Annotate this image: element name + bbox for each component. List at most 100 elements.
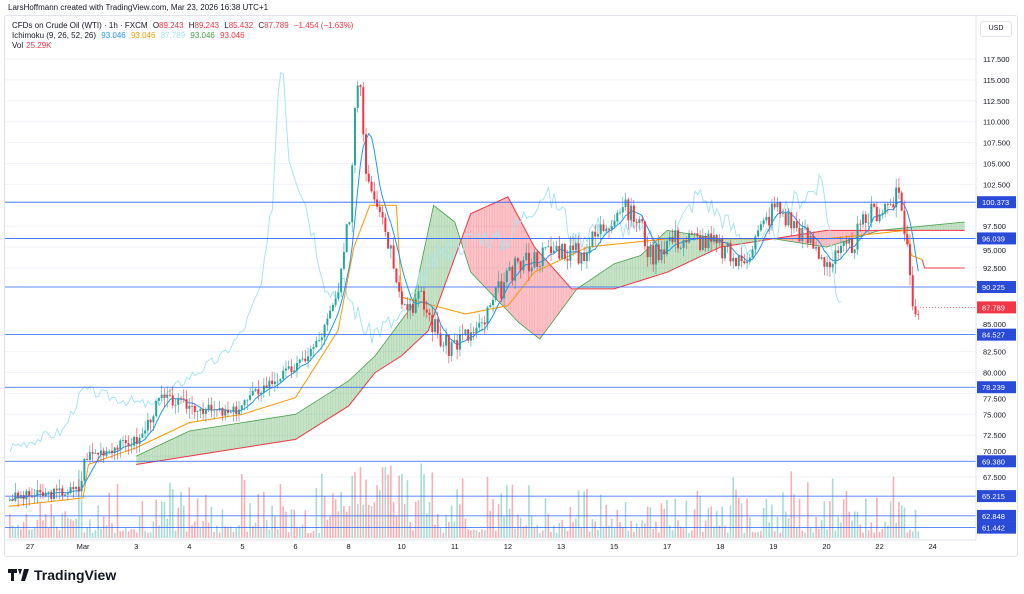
candle-body [213, 409, 216, 411]
candle [351, 162, 354, 233]
candle [387, 231, 390, 249]
candle-body [696, 233, 699, 236]
volume-bar [530, 515, 533, 538]
candle-body [828, 262, 831, 268]
candle [342, 242, 345, 271]
candle [157, 397, 160, 406]
volume-bar [820, 520, 823, 538]
candle [500, 273, 503, 303]
candle-body [619, 212, 622, 214]
candle-body [605, 228, 608, 231]
volume-bar [528, 485, 530, 538]
candle-body [583, 252, 586, 261]
candle-body [199, 409, 202, 412]
currency-button[interactable]: USD [980, 21, 1012, 37]
candle-body [480, 322, 483, 324]
price-level-label[interactable]: 69.380 [977, 455, 1016, 468]
candle-body [895, 187, 898, 208]
tradingview-logo[interactable]: TradingView [8, 567, 116, 583]
volume-bar [456, 489, 458, 538]
candle [384, 213, 387, 237]
candle-body [472, 332, 475, 334]
volume-bar [442, 532, 445, 538]
volume-label[interactable]: Vol [12, 41, 24, 50]
candle-body [610, 226, 613, 230]
candle [608, 227, 611, 239]
ichimoku-cloud-segment [481, 207, 485, 287]
candle [411, 299, 414, 316]
symbol-name[interactable]: CFDs on Crude Oil (WTI) · 1h · FXCM [12, 21, 148, 30]
ichimoku-cloud-segment [744, 238, 748, 244]
volume-bar [111, 523, 113, 538]
price-level-label[interactable]: 61.442 [977, 521, 1016, 534]
volume-bar [133, 529, 135, 538]
volume-bar [464, 518, 467, 538]
time-tick-label: 19 [769, 542, 777, 551]
price-level-label[interactable]: 90.225 [977, 281, 1016, 294]
ichimoku-cloud-segment [351, 375, 355, 403]
volume-bar [177, 507, 180, 538]
candle-body [202, 409, 205, 414]
ichimoku-cloud-segment [213, 426, 217, 453]
candle [202, 402, 205, 421]
volume-bar [395, 515, 398, 538]
ichimoku-cloud-segment [537, 250, 541, 340]
ichimoku-cloud-segment [173, 437, 177, 459]
future-span-line [921, 259, 965, 269]
ichimoku-cloud-segment [375, 352, 379, 373]
candle [337, 282, 340, 302]
candle-body [657, 244, 660, 261]
candle [94, 449, 97, 454]
candle-body [516, 258, 519, 262]
candle [141, 427, 144, 438]
candle [406, 296, 409, 319]
candle-body [768, 216, 771, 226]
price-level-bg [977, 232, 1016, 245]
candle-body [221, 407, 224, 416]
volume-bar [307, 532, 309, 538]
candle-body [856, 223, 859, 250]
volume-bar [710, 506, 712, 538]
price-level-label[interactable]: 78.239 [977, 381, 1016, 394]
candle-body [726, 242, 729, 247]
candle-body [450, 342, 453, 356]
candle-body [348, 222, 351, 225]
candle-body [464, 329, 467, 335]
ichimoku-cloud-segment [542, 256, 546, 336]
candle [226, 401, 229, 417]
candle-body [110, 450, 113, 454]
price-level-label[interactable]: 84.527 [977, 328, 1016, 341]
candle [505, 268, 508, 290]
candle [757, 225, 760, 238]
high-value: 89.243 [194, 21, 219, 30]
volume-bar [144, 531, 146, 538]
price-level-label[interactable]: 65.215 [977, 490, 1016, 503]
price-level-label[interactable]: 62.848 [977, 509, 1016, 522]
candle-body [235, 406, 238, 415]
ichimoku-cloud-segment [316, 399, 320, 427]
ichimoku-cloud-segment [853, 230, 857, 239]
candle [704, 233, 707, 252]
time-tick-label: 18 [716, 542, 724, 551]
price-level-label[interactable]: 100.373 [977, 196, 1016, 209]
chart-frame[interactable] [4, 15, 1018, 557]
volume-legend: Vol 25.29K [12, 41, 356, 51]
price-level-label[interactable]: 96.039 [977, 232, 1016, 245]
candle [284, 360, 287, 378]
candle-body [668, 237, 671, 241]
candle-body [817, 246, 820, 259]
volume-bar [102, 516, 105, 538]
candle-body [748, 257, 751, 262]
candle-body [243, 400, 246, 406]
candle [635, 218, 638, 232]
volume-bar [124, 528, 127, 538]
candle [552, 241, 555, 254]
ichimoku-cloud-segment [534, 247, 538, 337]
price-tick-label: 105.000 [983, 160, 1010, 169]
ichimoku-label[interactable]: Ichimoku (9, 26, 52, 26) [12, 31, 97, 40]
candle [298, 358, 301, 367]
ichimoku-cloud-segment [555, 270, 559, 318]
candle [701, 228, 704, 251]
candle-body [135, 436, 138, 444]
